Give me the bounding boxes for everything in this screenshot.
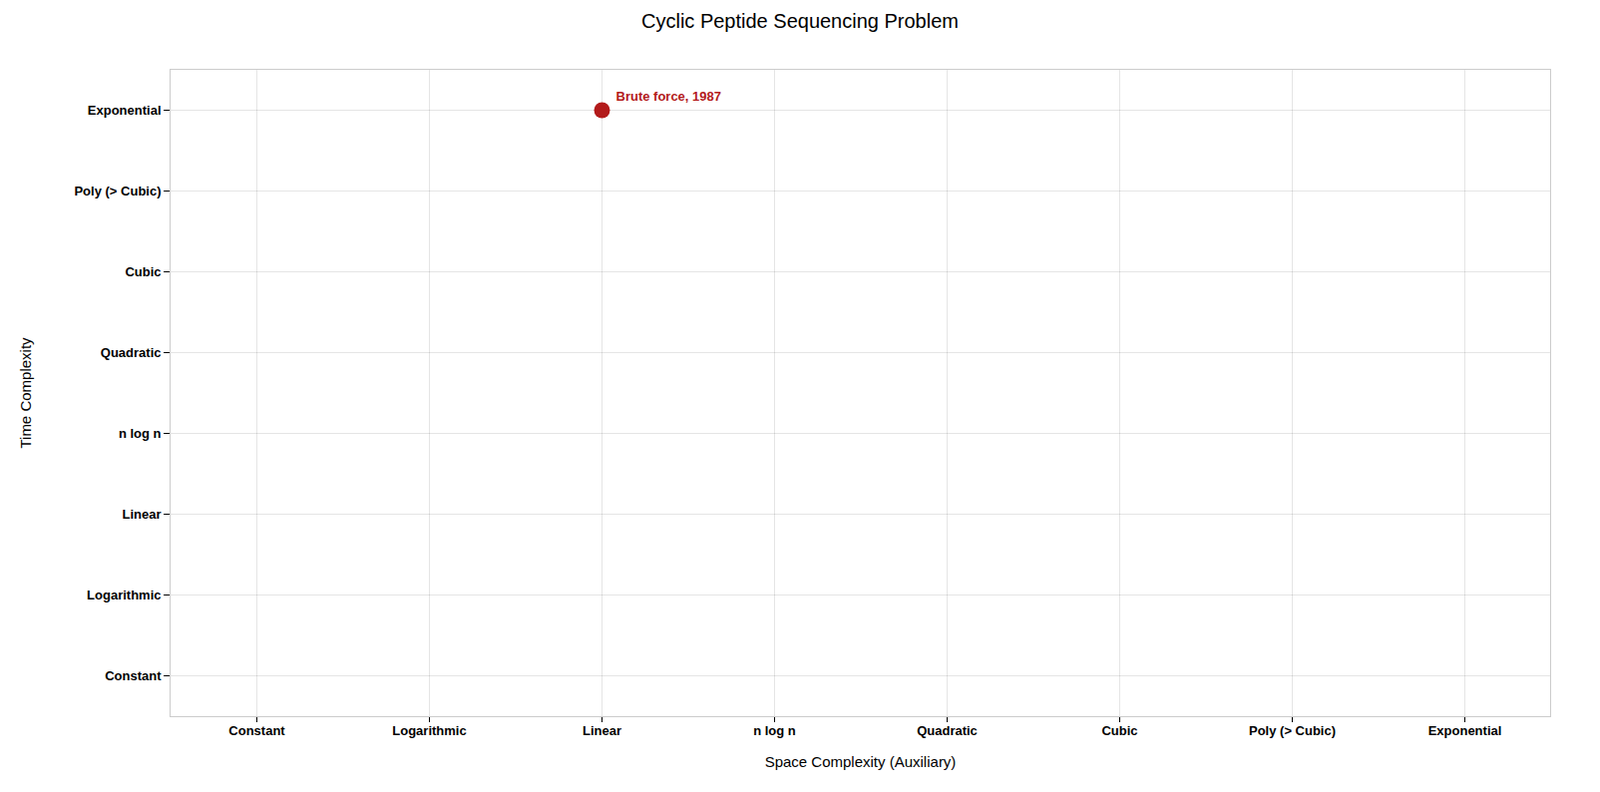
svg-text:Quadratic: Quadratic xyxy=(100,345,162,361)
svg-text:Brute force, 1987: Brute force, 1987 xyxy=(616,88,723,104)
svg-text:Poly (> Cubic): Poly (> Cubic) xyxy=(73,183,161,199)
svg-text:Logarithmic: Logarithmic xyxy=(392,723,466,739)
svg-text:n log n: n log n xyxy=(753,723,797,739)
svg-text:Exponential: Exponential xyxy=(87,102,162,118)
svg-text:Logarithmic: Logarithmic xyxy=(86,587,161,603)
svg-text:Constant: Constant xyxy=(104,668,162,684)
svg-text:Constant: Constant xyxy=(228,723,286,739)
svg-text:Linear: Linear xyxy=(582,723,622,739)
svg-text:Space Complexity (Auxiliary): Space Complexity (Auxiliary) xyxy=(765,753,957,771)
svg-text:Linear: Linear xyxy=(121,506,161,522)
svg-text:Cubic: Cubic xyxy=(124,264,161,280)
svg-text:Time Complexity: Time Complexity xyxy=(16,337,34,449)
svg-text:Cubic: Cubic xyxy=(1101,723,1138,739)
svg-text:Exponential: Exponential xyxy=(1428,723,1503,739)
svg-text:Poly (> Cubic): Poly (> Cubic) xyxy=(1248,723,1336,739)
html-text:Cyclic Peptide Sequencing Prob: Cyclic Peptide Sequencing Problem xyxy=(641,9,959,32)
svg-text:n log n: n log n xyxy=(118,425,162,441)
svg-text:Quadratic: Quadratic xyxy=(916,723,978,739)
